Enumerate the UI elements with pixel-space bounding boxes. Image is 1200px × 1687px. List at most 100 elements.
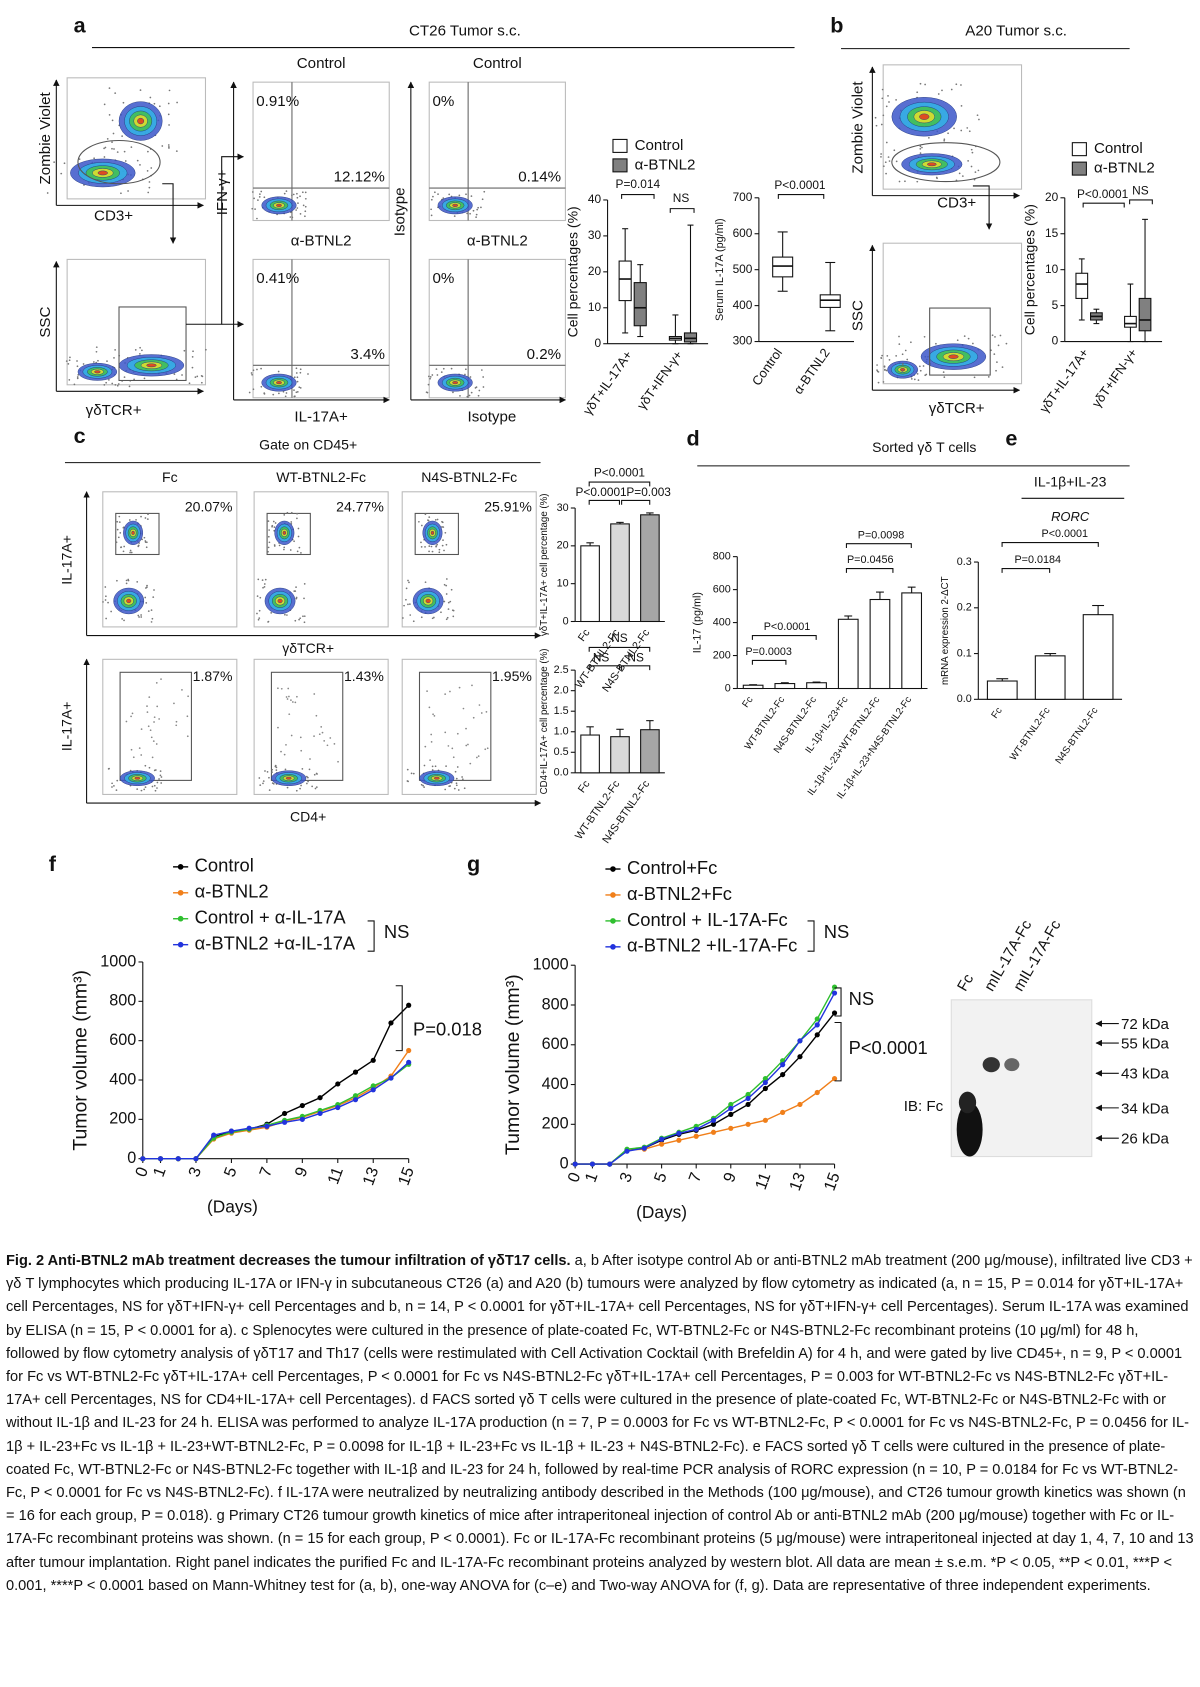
- event-dot: [429, 376, 432, 378]
- annotation: P<0.0001: [849, 1037, 928, 1058]
- event-dot: [458, 686, 461, 689]
- bracket: [588, 499, 620, 505]
- event-dot: [129, 551, 131, 554]
- bracket: [807, 920, 815, 952]
- event-dot: [105, 381, 108, 384]
- event-dot: [424, 546, 426, 548]
- event-dot: [141, 349, 143, 352]
- event-dot: [108, 87, 111, 89]
- event-dot: [285, 392, 288, 394]
- x-tick-label: 9: [291, 1165, 311, 1180]
- event-dot: [104, 146, 107, 149]
- legend-label: Control: [195, 855, 254, 876]
- event-dot: [445, 584, 448, 587]
- event-dot: [918, 365, 921, 368]
- event-dot: [480, 369, 483, 371]
- event-dot: [956, 339, 959, 342]
- event-dot: [465, 744, 468, 747]
- event-dot: [296, 695, 298, 698]
- event-dot: [110, 610, 113, 613]
- event-dot: [428, 516, 431, 518]
- series-marker: [814, 1032, 820, 1038]
- event-dot: [876, 369, 878, 371]
- box: [819, 294, 841, 308]
- event-dot: [283, 546, 286, 549]
- y-tick-label: 15: [1045, 226, 1059, 240]
- event-dot: [412, 772, 415, 775]
- event-dot: [298, 386, 301, 389]
- blot-band: [1004, 1058, 1020, 1072]
- event-dot: [971, 151, 974, 154]
- event-dot: [295, 586, 297, 588]
- event-dot: [107, 601, 109, 604]
- event-dot: [904, 349, 907, 352]
- event-dot: [274, 765, 277, 768]
- event-dot: [148, 766, 151, 769]
- x-tick-label: 11: [752, 1170, 775, 1192]
- event-dot: [480, 712, 483, 714]
- event-dot: [267, 535, 270, 538]
- event-dot: [254, 208, 256, 211]
- annotation: NS: [824, 921, 850, 942]
- bracket: [845, 567, 894, 573]
- event-dot: [315, 714, 318, 717]
- event-dot: [127, 579, 130, 582]
- density-contour: [97, 170, 108, 176]
- event-dot: [910, 341, 912, 344]
- series-marker: [745, 1091, 751, 1098]
- series-marker: [745, 1121, 751, 1127]
- event-dot: [271, 524, 274, 527]
- annotation: P<0.0001: [774, 178, 826, 192]
- event-dot: [440, 611, 442, 614]
- event-dot: [973, 376, 976, 379]
- event-dot: [437, 193, 439, 196]
- event-dot: [111, 782, 113, 785]
- panel-label: b: [830, 12, 843, 37]
- series-marker: [157, 1156, 164, 1162]
- event-dot: [329, 737, 332, 739]
- event-dot: [186, 735, 189, 738]
- event-dot: [299, 787, 301, 790]
- event-dot: [923, 335, 926, 338]
- event-dot: [257, 199, 259, 202]
- annotation: NS: [627, 650, 644, 664]
- event-dot: [295, 367, 298, 370]
- event-dot: [464, 373, 466, 376]
- axis-label: CD3+: [937, 195, 976, 212]
- series-marker: [572, 1161, 578, 1167]
- event-dot: [420, 524, 423, 527]
- event-dot: [453, 787, 456, 790]
- event-dot: [876, 364, 878, 366]
- event-dot: [1005, 342, 1008, 345]
- y-tick-label: 0: [725, 682, 731, 694]
- event-dot: [313, 693, 316, 695]
- event-dot: [150, 736, 153, 739]
- event-dot: [136, 159, 139, 162]
- event-dot: [978, 118, 980, 121]
- series-marker: [607, 1161, 613, 1167]
- gate-percentage: 20.07%: [185, 498, 233, 514]
- event-dot: [943, 376, 946, 378]
- event-dot: [271, 771, 273, 774]
- event-dot: [283, 192, 286, 195]
- event-dot: [145, 602, 148, 604]
- bracket: [395, 985, 403, 1052]
- legend-label: α-BTNL2: [195, 881, 269, 902]
- event-dot: [148, 186, 151, 189]
- event-dot: [248, 391, 251, 394]
- x-tick-label: 5: [221, 1165, 241, 1180]
- gate: [119, 671, 192, 781]
- event-dot: [960, 129, 963, 132]
- event-dot: [431, 617, 434, 620]
- event-dot: [455, 782, 458, 785]
- event-dot: [150, 609, 153, 611]
- event-dot: [303, 597, 305, 600]
- event-dot: [462, 707, 465, 710]
- axis-label: Isotype: [468, 409, 517, 426]
- event-dot: [453, 215, 456, 218]
- event-dot: [290, 734, 293, 737]
- event-dot: [156, 787, 158, 789]
- event-dot: [919, 147, 922, 150]
- event-dot: [884, 368, 886, 371]
- event-dot: [200, 375, 203, 377]
